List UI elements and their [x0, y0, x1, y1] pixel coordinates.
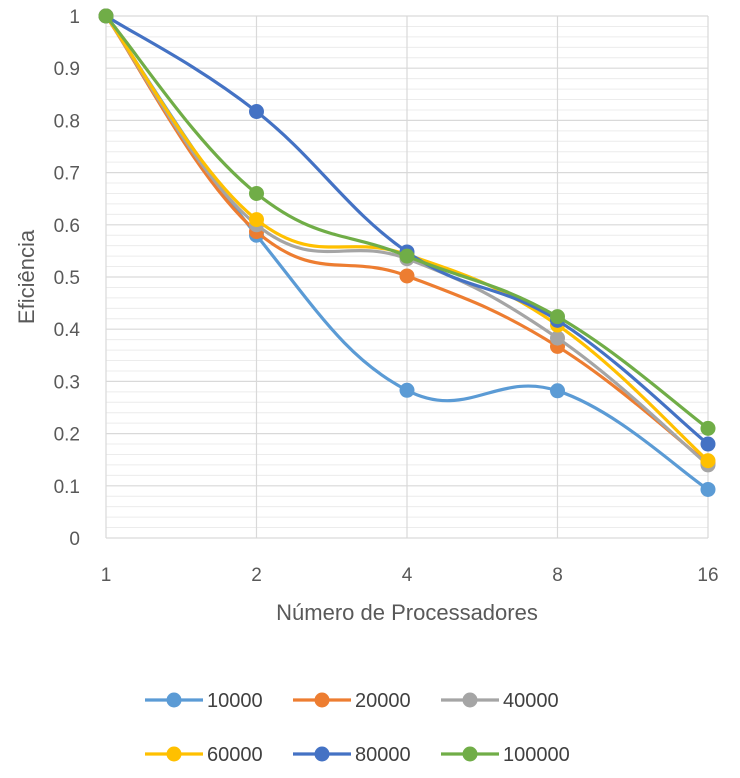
y-tick-label: 1: [69, 7, 80, 28]
legend-swatch-marker: [314, 746, 330, 762]
data-point-80000: [249, 104, 264, 120]
legend-label: 80000: [355, 744, 411, 766]
y-tick-label: 0.5: [54, 268, 80, 289]
data-point-60000: [249, 212, 264, 228]
data-point-60000: [700, 453, 716, 469]
series-layer: [98, 8, 716, 497]
legend-item-20000: 20000: [293, 690, 411, 712]
legend-swatch-marker: [166, 746, 182, 762]
legend-label: 20000: [355, 690, 411, 712]
legend-swatch-marker: [462, 746, 478, 762]
legend: 10000 20000 40000 60000 80000 100000: [145, 690, 570, 766]
data-point-80000: [700, 436, 716, 452]
x-tick-label: 16: [697, 565, 718, 586]
y-axis-title: Eficiência: [14, 229, 39, 324]
major-gridlines: [105, 15, 709, 539]
series-line-20000: [104, 14, 710, 465]
legend-swatch-marker: [166, 692, 182, 708]
legend-swatch-marker: [462, 692, 478, 708]
x-axis-tick-labels: 1 2 4 8 16: [101, 565, 719, 586]
data-point-10000: [700, 481, 716, 497]
legend-item-80000: 80000: [293, 744, 411, 766]
data-point-100000: [550, 309, 565, 325]
data-point-20000: [399, 268, 415, 284]
y-axis-tick-labels: 0 0.1 0.2 0.3 0.4 0.5 0.6 0.7 0.8 0.9 1: [54, 7, 81, 550]
legend-label: 40000: [503, 690, 559, 712]
legend-label: 10000: [207, 690, 263, 712]
y-tick-label: 0: [69, 529, 80, 550]
y-tick-label: 0.2: [54, 425, 80, 446]
legend-label: 60000: [207, 744, 263, 766]
legend-swatch-marker: [314, 692, 330, 708]
legend-item-100000: 100000: [441, 744, 570, 766]
data-point-100000: [98, 8, 114, 24]
data-point-10000: [399, 382, 415, 398]
legend-label: 100000: [503, 744, 570, 766]
y-tick-label: 0.4: [54, 320, 81, 341]
x-tick-label: 4: [402, 565, 413, 586]
data-point-10000: [550, 383, 565, 399]
x-tick-label: 2: [251, 565, 262, 586]
y-tick-label: 0.1: [54, 477, 80, 498]
y-tick-label: 0.8: [54, 111, 80, 132]
x-axis-title: Número de Processadores: [276, 600, 538, 625]
data-point-100000: [399, 248, 415, 264]
data-point-40000: [550, 330, 565, 346]
data-point-100000: [700, 420, 716, 436]
series-100000: [98, 8, 716, 436]
legend-item-40000: 40000: [441, 690, 559, 712]
y-tick-label: 0.9: [54, 59, 80, 80]
legend-item-60000: 60000: [145, 744, 263, 766]
x-tick-label: 1: [101, 565, 112, 586]
legend-item-10000: 10000: [145, 690, 263, 712]
data-point-100000: [249, 185, 264, 201]
y-tick-label: 0.6: [54, 216, 80, 237]
x-tick-label: 8: [552, 565, 563, 586]
y-tick-label: 0.3: [54, 372, 80, 393]
y-tick-label: 0.7: [54, 164, 80, 185]
